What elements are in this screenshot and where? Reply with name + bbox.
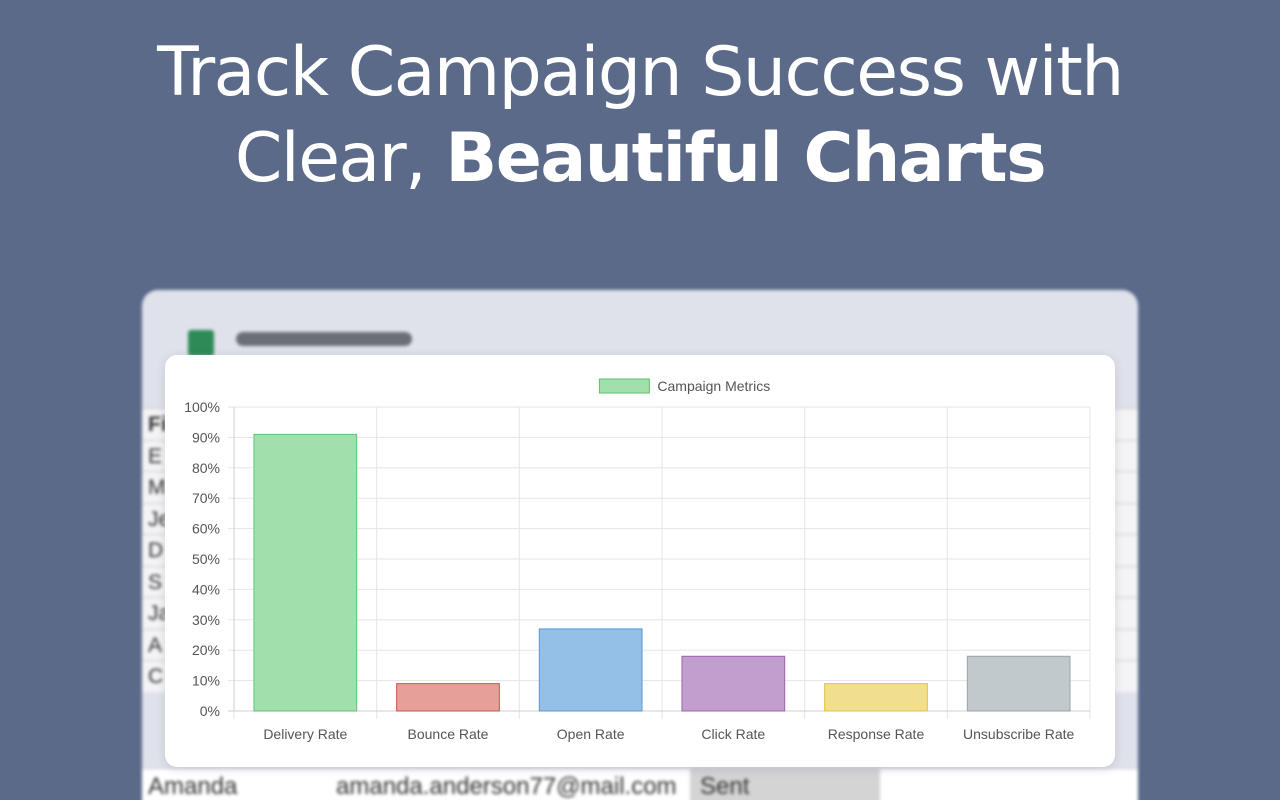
- chart-card: Campaign Metrics 0% 10% 20% 30% 40% 50% 60% 70% 8…: [165, 355, 1115, 767]
- spreadsheet-last-row: Amanda amanda.anderson77@mail.com Sent: [142, 768, 1138, 800]
- row-first-cell: Ja: [148, 602, 171, 625]
- y-tick-label: 100%: [184, 399, 220, 415]
- y-tick-label: 60%: [192, 521, 220, 537]
- headline-line-1: Track Campaign Success with: [157, 33, 1124, 112]
- x-tick-label: Unsubscribe Rate: [963, 726, 1074, 742]
- cell-email: amanda.anderson77@mail.com: [336, 773, 677, 800]
- bar: [538, 628, 643, 712]
- bar: [396, 683, 500, 712]
- y-tick-label: 70%: [192, 490, 220, 506]
- row-first-cell: Je: [148, 507, 171, 531]
- legend-swatch: [598, 378, 650, 394]
- row-first-cell: D: [148, 539, 164, 562]
- x-tick-label: Delivery Rate: [263, 726, 347, 742]
- y-tick-label: 50%: [192, 551, 220, 567]
- headline-bold-text: Beautiful Charts: [445, 119, 1046, 198]
- bar: [253, 433, 358, 712]
- bar: [681, 655, 786, 712]
- headline: Track Campaign Success with Clear, Beaut…: [0, 30, 1280, 202]
- y-tick-label: 10%: [192, 673, 220, 689]
- y-tick-label: 90%: [192, 429, 220, 445]
- row-first-cell: M: [148, 476, 166, 499]
- status-cell-background: [690, 769, 880, 800]
- row-first-cell: A: [148, 633, 163, 657]
- bar: [824, 683, 928, 712]
- y-tick-label: 40%: [192, 581, 220, 597]
- x-tick-label: Click Rate: [701, 726, 765, 742]
- x-tick-label: Response Rate: [828, 726, 925, 742]
- headline-line-2: Clear, Beautiful Charts: [0, 116, 1280, 202]
- y-tick-label: 30%: [192, 612, 220, 628]
- row-first-cell: C: [148, 665, 164, 688]
- row-first-cell: Fi: [148, 413, 167, 436]
- y-tick-label: 80%: [192, 460, 220, 476]
- cell-status: Sent: [700, 773, 750, 800]
- cell-name: Amanda: [148, 773, 238, 800]
- bar-chart: Campaign Metrics 0% 10% 20% 30% 40% 50% 60% 70% 8…: [184, 378, 1091, 742]
- legend-label: Campaign Metrics: [657, 378, 770, 394]
- document-title-placeholder: [236, 332, 412, 346]
- headline-light-text: Clear,: [234, 119, 446, 198]
- y-tick-label: 20%: [192, 642, 220, 658]
- x-tick-label: Open Rate: [557, 726, 625, 742]
- row-first-cell: E: [148, 444, 163, 468]
- bar: [966, 655, 1071, 712]
- y-tick-label: 0%: [200, 703, 220, 719]
- row-first-cell: S: [148, 570, 163, 594]
- x-tick-label: Bounce Rate: [408, 726, 489, 742]
- sheets-app-icon: [188, 330, 214, 356]
